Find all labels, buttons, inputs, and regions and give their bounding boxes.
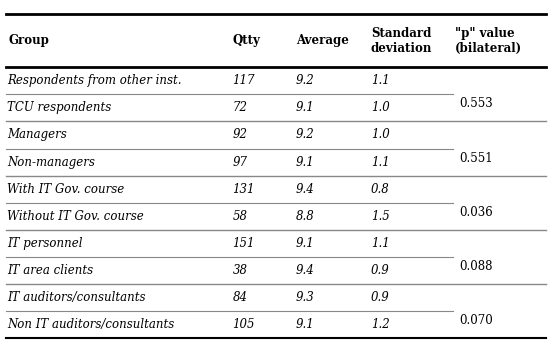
Text: 1.0: 1.0 — [371, 129, 390, 141]
Text: 0.8: 0.8 — [371, 183, 390, 196]
Text: 9.2: 9.2 — [296, 129, 315, 141]
Text: 1.5: 1.5 — [371, 210, 390, 223]
Text: 9.1: 9.1 — [296, 237, 315, 250]
Text: 38: 38 — [232, 264, 248, 277]
Text: IT area clients: IT area clients — [7, 264, 93, 277]
Text: 9.4: 9.4 — [296, 264, 315, 277]
Text: 0.036: 0.036 — [459, 206, 492, 219]
Text: 84: 84 — [232, 291, 248, 304]
Text: 9.3: 9.3 — [296, 291, 315, 304]
Text: With IT Gov. course: With IT Gov. course — [7, 183, 124, 196]
Text: 1.0: 1.0 — [371, 101, 390, 114]
Text: Qtty: Qtty — [232, 34, 261, 47]
Text: 0.551: 0.551 — [459, 151, 492, 165]
Text: Group: Group — [8, 34, 49, 47]
Text: 0.553: 0.553 — [459, 97, 492, 110]
Text: Non-managers: Non-managers — [7, 156, 95, 169]
Text: 0.9: 0.9 — [371, 291, 390, 304]
Text: 105: 105 — [232, 318, 255, 331]
Text: 0.088: 0.088 — [459, 260, 492, 273]
Text: IT auditors/consultants: IT auditors/consultants — [7, 291, 146, 304]
Text: 72: 72 — [232, 101, 248, 114]
Text: 151: 151 — [232, 237, 255, 250]
Text: 1.1: 1.1 — [371, 74, 390, 87]
Text: TCU respondents: TCU respondents — [7, 101, 112, 114]
Text: 58: 58 — [232, 210, 248, 223]
Text: 1.1: 1.1 — [371, 237, 390, 250]
Text: 9.4: 9.4 — [296, 183, 315, 196]
Text: 9.1: 9.1 — [296, 156, 315, 169]
Text: IT personnel: IT personnel — [7, 237, 83, 250]
Text: Non IT auditors/consultants: Non IT auditors/consultants — [7, 318, 174, 331]
Text: 0.9: 0.9 — [371, 264, 390, 277]
Text: 9.2: 9.2 — [296, 74, 315, 87]
Text: 9.1: 9.1 — [296, 101, 315, 114]
Text: Without IT Gov. course: Without IT Gov. course — [7, 210, 144, 223]
Text: Average: Average — [296, 34, 348, 47]
Text: Standard
deviation: Standard deviation — [371, 27, 432, 55]
Text: 97: 97 — [232, 156, 248, 169]
Text: 1.2: 1.2 — [371, 318, 390, 331]
Text: 1.1: 1.1 — [371, 156, 390, 169]
Text: 0.070: 0.070 — [459, 314, 492, 327]
Text: 9.1: 9.1 — [296, 318, 315, 331]
Text: 92: 92 — [232, 129, 248, 141]
Text: 131: 131 — [232, 183, 255, 196]
Text: 8.8: 8.8 — [296, 210, 315, 223]
Text: Respondents from other inst.: Respondents from other inst. — [7, 74, 182, 87]
Text: "p" value
(bilateral): "p" value (bilateral) — [455, 27, 522, 55]
Text: Managers: Managers — [7, 129, 67, 141]
Text: 117: 117 — [232, 74, 255, 87]
